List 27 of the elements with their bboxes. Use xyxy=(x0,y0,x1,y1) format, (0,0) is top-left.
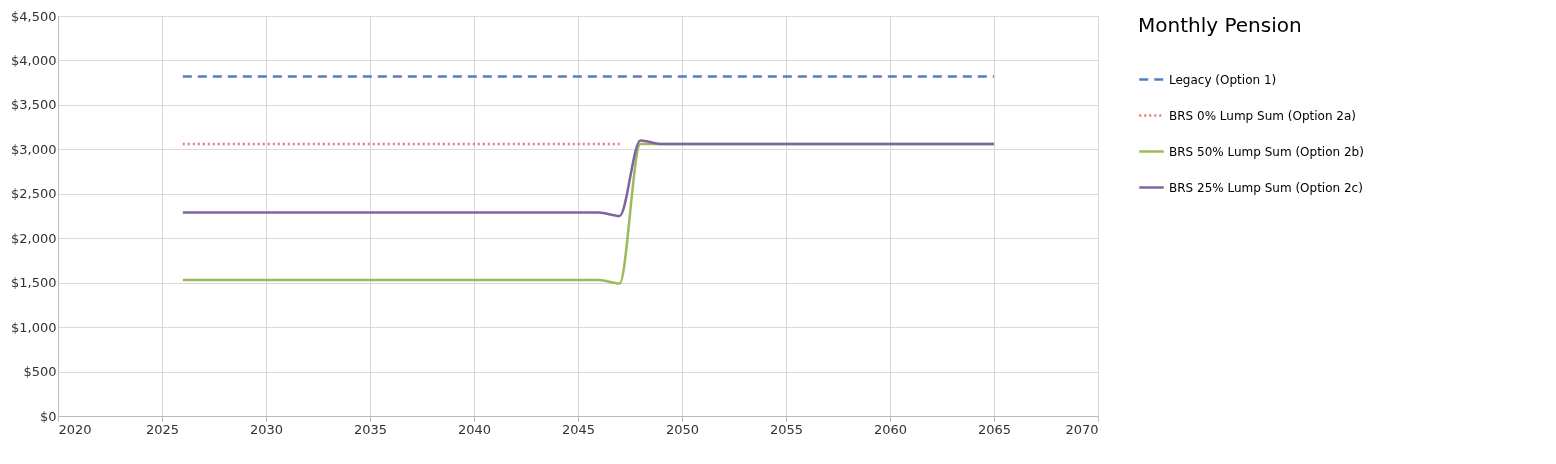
x-tick-label: 2035 xyxy=(353,421,388,437)
y-tick-label: $500 xyxy=(23,364,57,380)
legend-label: BRS 25% Lump Sum (Option 2c) xyxy=(1169,180,1363,195)
y-tick-label: $3,000 xyxy=(11,141,57,157)
y-tick-label: $4,500 xyxy=(11,8,57,24)
x-tick-label: 2060 xyxy=(873,421,908,437)
line-series xyxy=(181,139,996,218)
y-tick-label: $1,000 xyxy=(11,319,57,335)
x-tick-label: 2050 xyxy=(665,421,700,437)
x-tick-label: 2055 xyxy=(769,421,804,437)
y-tick-label: $1,500 xyxy=(11,275,57,291)
legend-label: BRS 0% Lump Sum (Option 2a) xyxy=(1169,108,1356,123)
y-tick-label: $2,000 xyxy=(11,230,57,246)
x-tick-label: 2070 xyxy=(1065,421,1099,437)
text: Monthly Pension xyxy=(1138,13,1302,37)
legend-label: Legacy (Option 1) xyxy=(1169,72,1277,87)
x-tick-label: 2045 xyxy=(561,421,596,437)
legend-label: BRS 50% Lump Sum (Option 2b) xyxy=(1169,144,1364,159)
y-tick-label: $3,500 xyxy=(11,97,57,113)
x-tick-label: 2020 xyxy=(58,421,92,437)
y-tick-label: $2,500 xyxy=(11,186,57,202)
x-tick-label: 2065 xyxy=(977,421,1012,437)
x-tick-label: 2025 xyxy=(145,421,180,437)
x-tick-label: 2040 xyxy=(457,421,492,437)
x-tick-label: 2030 xyxy=(249,421,284,437)
y-tick-label: $4,000 xyxy=(11,52,57,68)
y-tick-label: $0 xyxy=(39,408,57,424)
